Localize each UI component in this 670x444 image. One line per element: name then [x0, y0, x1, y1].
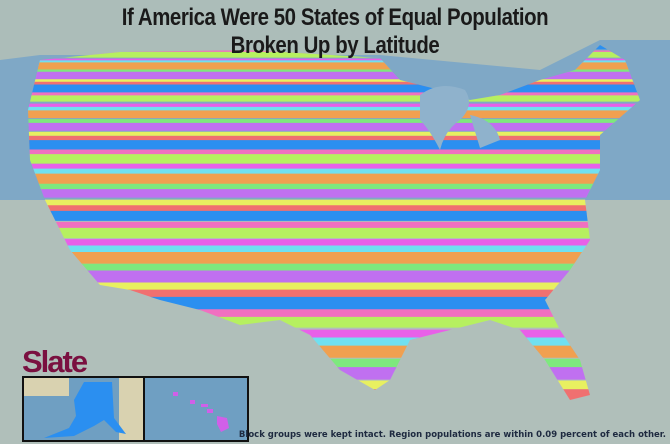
region-band: [28, 71, 640, 80]
region-band: [28, 154, 640, 164]
alaska-shape: [24, 378, 143, 440]
region-band: [28, 140, 640, 150]
region-band: [28, 173, 640, 185]
region-band: [28, 197, 640, 208]
region-band: [28, 95, 640, 103]
alaska-inset: [22, 376, 145, 442]
region-band: [28, 161, 640, 170]
region-band: [28, 84, 640, 94]
map-subtitle: Broken Up by Latitude: [230, 32, 440, 59]
region-band: [28, 227, 640, 239]
region-band: [28, 122, 640, 131]
great-lakes: [420, 86, 500, 150]
region-band: [28, 182, 640, 192]
region-band: [28, 62, 640, 70]
region-band: [28, 270, 640, 283]
hawaii-inset: [143, 376, 249, 442]
region-band: [28, 262, 640, 273]
region-band: [28, 129, 640, 137]
region-band: [28, 237, 640, 247]
region-band: [28, 280, 640, 291]
map-title: If America Were 50 States of Equal Popul…: [121, 4, 549, 31]
hawaii-shape: [173, 392, 229, 432]
region-band: [28, 189, 640, 199]
region-band: [28, 110, 640, 120]
region-band: [28, 252, 640, 264]
region-band: [28, 210, 640, 222]
footnote: Block groups were kept intact. Region po…: [238, 430, 666, 440]
slate-logo: Slate: [22, 344, 88, 379]
